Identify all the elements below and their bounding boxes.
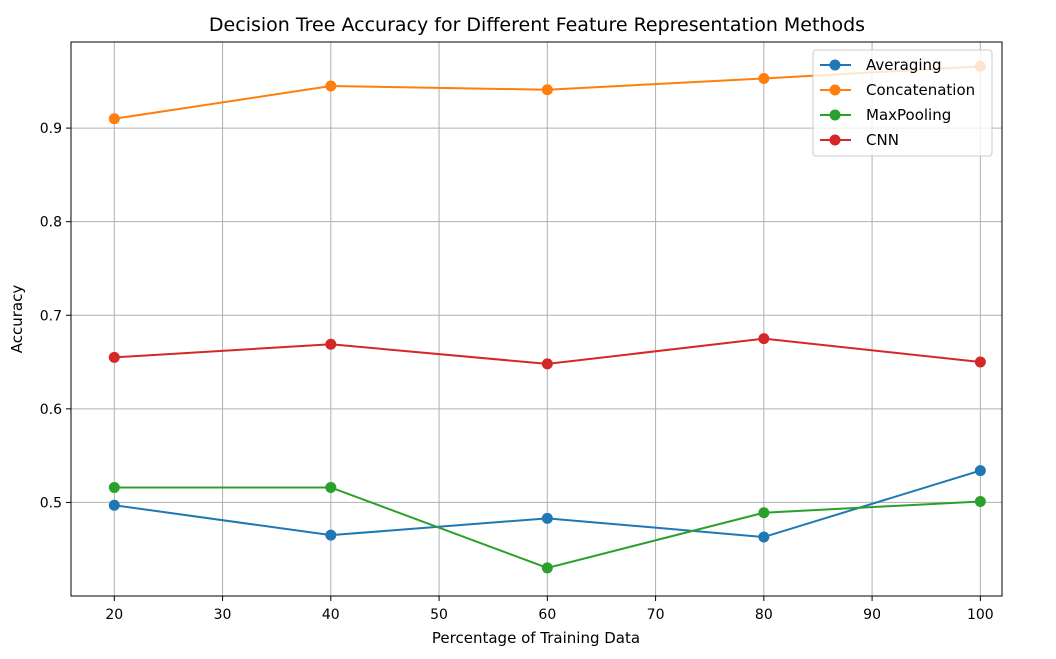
x-tick-label: 60: [538, 607, 556, 623]
y-tick-label: 0.9: [40, 121, 62, 137]
x-tick-label: 30: [214, 607, 232, 623]
series-cnn: [108, 333, 986, 370]
legend-label-concatenation: Concatenation: [866, 81, 975, 99]
x-tick-label: 20: [105, 607, 123, 623]
y-axis-ticks: 0.5 0.6 0.7 0.8 0.9: [40, 121, 71, 511]
legend: Averaging Concatenation MaxPooling CNN: [812, 49, 993, 157]
series-maxpooling: [108, 481, 986, 574]
data-point-averaging: [758, 531, 770, 543]
x-tick-label: 70: [647, 607, 665, 623]
data-point-maxpooling: [758, 507, 770, 519]
data-point-cnn: [541, 358, 553, 370]
x-axis-label: Percentage of Training Data: [432, 629, 640, 647]
x-axis-ticks: 20 30 40 50 60 70 80 90 100: [105, 596, 994, 623]
data-point-cnn: [325, 338, 337, 350]
data-point-maxpooling: [541, 562, 553, 574]
data-point-averaging: [974, 465, 986, 477]
data-point-concatenation: [758, 72, 770, 84]
y-tick-label: 0.6: [40, 402, 62, 418]
legend-item-concatenation: Concatenation: [820, 81, 975, 99]
data-point-cnn: [974, 356, 986, 368]
data-point-cnn: [108, 351, 120, 363]
data-point-concatenation: [108, 113, 120, 125]
y-tick-label: 0.8: [40, 215, 62, 231]
y-tick-label: 0.5: [40, 495, 62, 511]
legend-marker-cnn: [829, 134, 841, 146]
x-tick-label: 80: [755, 607, 773, 623]
x-tick-label: 90: [863, 607, 881, 623]
legend-item-cnn: CNN: [820, 131, 899, 149]
chart-title: Decision Tree Accuracy for Different Fea…: [209, 14, 865, 36]
legend-marker-averaging: [829, 59, 841, 71]
data-point-averaging: [541, 512, 553, 524]
data-point-maxpooling: [974, 495, 986, 507]
data-point-averaging: [325, 529, 337, 541]
x-tick-label: 100: [967, 607, 994, 623]
data-point-averaging: [108, 499, 120, 511]
legend-label-maxpooling: MaxPooling: [866, 106, 951, 124]
y-axis-label: Accuracy: [8, 285, 26, 354]
legend-marker-maxpooling: [829, 109, 841, 121]
series-averaging: [108, 465, 986, 543]
legend-marker-concatenation: [829, 84, 841, 96]
series-group: [108, 60, 986, 574]
data-point-concatenation: [541, 84, 553, 96]
legend-box: [812, 49, 993, 157]
plot-area-frame: [70, 41, 1003, 597]
x-tick-label: 50: [430, 607, 448, 623]
legend-label-averaging: Averaging: [866, 56, 942, 74]
data-point-maxpooling: [325, 481, 337, 493]
data-point-concatenation: [325, 80, 337, 92]
x-tick-label: 40: [322, 607, 340, 623]
legend-item-maxpooling: MaxPooling: [820, 106, 951, 124]
data-point-cnn: [758, 333, 770, 345]
legend-item-averaging: Averaging: [820, 56, 942, 74]
legend-label-cnn: CNN: [866, 131, 899, 149]
data-point-maxpooling: [108, 481, 120, 493]
y-tick-label: 0.7: [40, 308, 62, 324]
